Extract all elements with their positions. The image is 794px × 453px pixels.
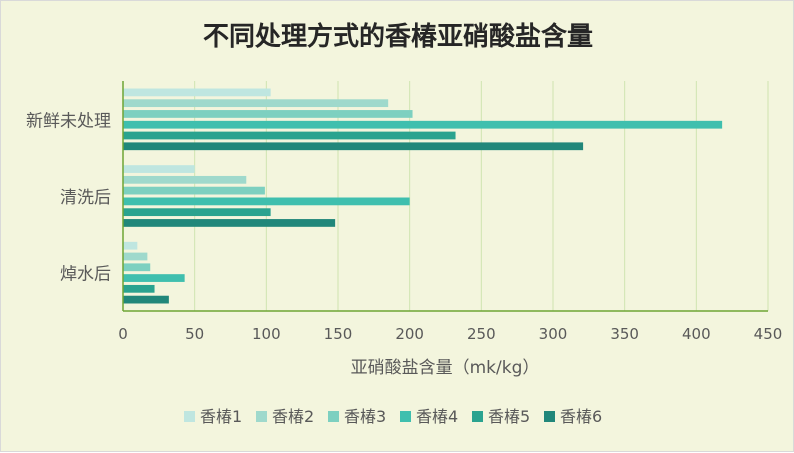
- x-tick-label: 0: [118, 325, 128, 343]
- x-tick-label: 50: [185, 325, 204, 343]
- legend-label: 香椿3: [344, 407, 386, 426]
- bar: [123, 165, 195, 173]
- bar: [123, 252, 148, 261]
- legend-swatch: [544, 411, 555, 422]
- bar: [123, 219, 336, 227]
- legend-label: 香椿2: [272, 407, 314, 426]
- legend-swatch: [328, 411, 339, 422]
- axes: [122, 81, 768, 312]
- x-axis-title: 亚硝酸盐含量（mk/kg）: [351, 358, 540, 378]
- bar: [123, 110, 413, 118]
- gridlines: [194, 81, 769, 311]
- category-label: 清洗后: [60, 188, 111, 208]
- x-tick-label: 450: [754, 325, 783, 343]
- bar: [123, 284, 155, 293]
- category-label: 焯水后: [60, 265, 111, 285]
- x-tick-label: 300: [539, 325, 568, 343]
- bar: [123, 263, 151, 272]
- x-tick-label: 150: [324, 325, 353, 343]
- bar: [123, 197, 410, 206]
- x-tick-label: 250: [467, 325, 496, 343]
- legend-swatch: [256, 411, 267, 422]
- legend-swatch: [400, 411, 411, 422]
- bar: [123, 142, 584, 151]
- legend-swatch: [472, 411, 483, 422]
- bar: [123, 99, 389, 108]
- bar: [123, 241, 138, 250]
- chart-title: 不同处理方式的香椿亚硝酸盐含量: [203, 21, 593, 52]
- legend-label: 香椿5: [488, 407, 530, 426]
- bar: [123, 274, 185, 282]
- bars: [123, 88, 723, 304]
- bar: [123, 208, 271, 217]
- x-tick-label: 200: [395, 325, 424, 343]
- legend-label: 香椿6: [560, 407, 602, 426]
- legend-label: 香椿1: [200, 407, 242, 426]
- legend: 香椿1 香椿2 香椿3 香椿4 香椿5 香椿6: [184, 407, 602, 426]
- bar: [123, 120, 723, 129]
- x-tick-labels: 0 50 100 150 200 250 300 350 400 450: [118, 325, 782, 343]
- bar: [123, 131, 456, 140]
- legend-swatch: [184, 411, 195, 422]
- bar: [123, 295, 169, 304]
- x-tick-label: 400: [682, 325, 711, 343]
- bar: [123, 186, 265, 195]
- legend-label: 香椿4: [416, 407, 458, 426]
- bar: [123, 88, 271, 97]
- category-label: 新鲜未处理: [26, 111, 111, 131]
- bar: [123, 175, 247, 184]
- x-tick-label: 100: [252, 325, 281, 343]
- x-tick-label: 350: [610, 325, 639, 343]
